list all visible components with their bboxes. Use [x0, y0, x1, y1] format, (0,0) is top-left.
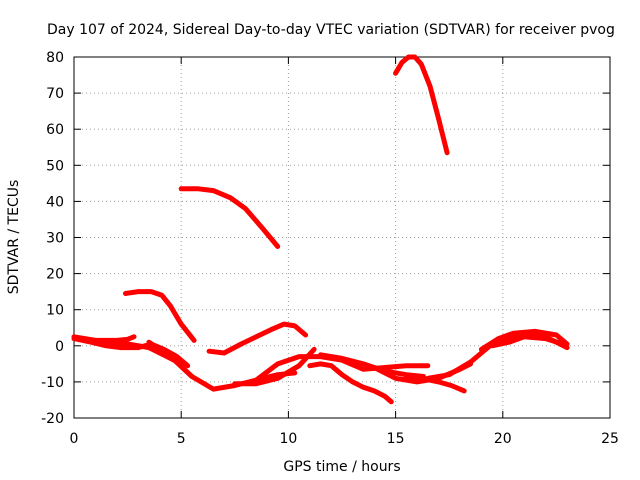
series-line-arc-16 [478, 328, 570, 352]
y-axis-label: SDTVAR / TECUs [6, 180, 22, 295]
series-line-arc-10 [307, 361, 394, 405]
y-tick-label: 30 [46, 231, 64, 247]
axis-ticks: -20 -10 0 10 20 30 40 50 60 70 80 0 5 10 15 20 25 [41, 50, 619, 447]
series-line-arc-7 [206, 321, 309, 356]
y-tick-label: -10 [41, 375, 64, 391]
grid-lines [74, 57, 610, 418]
series-line-arc-8 [232, 346, 317, 387]
x-axis-label: GPS time / hours [283, 459, 400, 475]
y-tick-label: 0 [55, 339, 64, 355]
data-series [71, 54, 570, 405]
series-line-arc-14 [393, 54, 450, 156]
chart-title: Day 107 of 2024, Sidereal Day-to-day VTE… [47, 22, 615, 38]
series-line-arc-13 [403, 374, 467, 394]
series-line-arc-5 [123, 289, 197, 343]
x-tick-label: 5 [177, 431, 186, 447]
y-tick-label: 20 [46, 267, 64, 283]
y-tick-label: 50 [46, 158, 64, 174]
x-tick-label: 15 [387, 431, 405, 447]
y-tick-label: 80 [46, 50, 64, 66]
x-tick-label: 0 [70, 431, 79, 447]
series-line-arc-17 [489, 334, 566, 349]
y-tick-label: -20 [41, 411, 64, 427]
y-tick-label: 60 [46, 122, 64, 138]
series-line-arc-4 [146, 339, 298, 392]
y-tick-label: 70 [46, 86, 64, 102]
x-tick-label: 10 [279, 431, 297, 447]
x-tick-label: 25 [601, 431, 619, 447]
series-line-arc-6 [178, 186, 281, 249]
y-tick-label: 10 [46, 303, 64, 319]
x-tick-label: 20 [494, 431, 512, 447]
y-tick-label: 40 [46, 194, 64, 210]
